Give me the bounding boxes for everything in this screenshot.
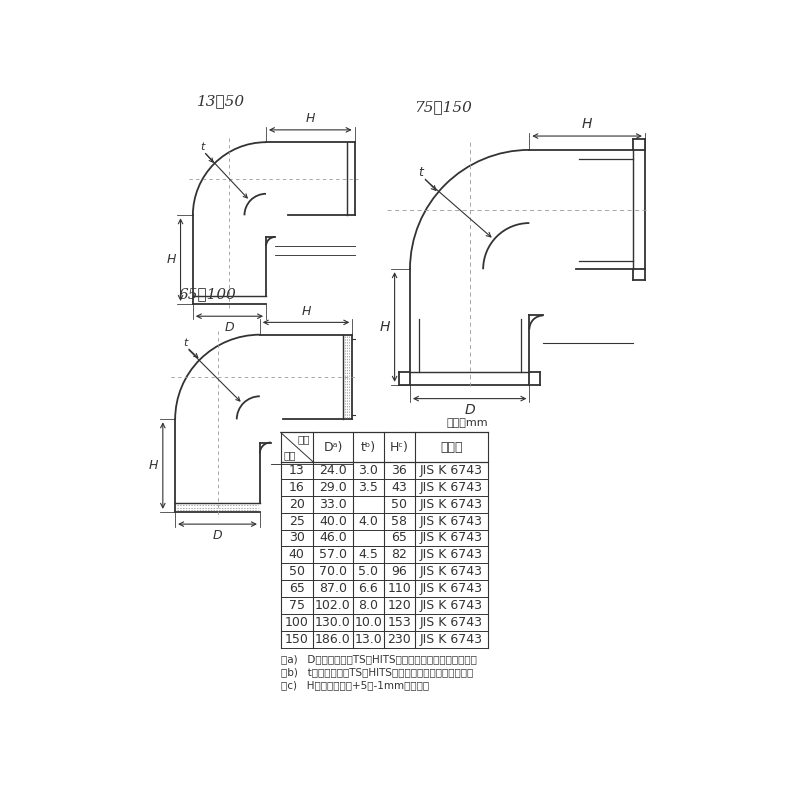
Text: JIS K 6743: JIS K 6743 — [420, 531, 482, 545]
Text: JIS K 6743: JIS K 6743 — [420, 549, 482, 562]
Text: 65: 65 — [289, 582, 305, 595]
Text: 記号: 記号 — [298, 434, 310, 445]
Text: 4.0: 4.0 — [358, 514, 378, 527]
Text: t: t — [418, 166, 423, 178]
Text: 186.0: 186.0 — [315, 633, 351, 646]
Text: D: D — [225, 321, 234, 334]
Text: 40: 40 — [289, 549, 305, 562]
Text: 96: 96 — [391, 566, 407, 578]
Text: 5.0: 5.0 — [358, 566, 378, 578]
Text: 4.5: 4.5 — [358, 549, 378, 562]
Text: 75・150: 75・150 — [414, 100, 472, 114]
Text: 40.0: 40.0 — [319, 514, 347, 527]
Text: 120: 120 — [387, 599, 411, 612]
Text: 102.0: 102.0 — [315, 599, 351, 612]
Text: t: t — [183, 338, 187, 348]
Text: H: H — [380, 320, 390, 334]
Text: 43: 43 — [391, 481, 407, 494]
Text: 規　格: 規 格 — [440, 441, 462, 454]
Text: 注b)   tの許容差は、TS・HITS継手受口共通寸法図による。: 注b) tの許容差は、TS・HITS継手受口共通寸法図による。 — [281, 667, 473, 678]
Text: JIS K 6743: JIS K 6743 — [420, 566, 482, 578]
Text: H: H — [306, 112, 315, 126]
Text: 58: 58 — [391, 514, 407, 527]
Text: JIS K 6743: JIS K 6743 — [420, 514, 482, 527]
Text: 25: 25 — [289, 514, 305, 527]
Text: 8.0: 8.0 — [358, 599, 378, 612]
Text: 33.0: 33.0 — [319, 498, 347, 510]
Text: JIS K 6743: JIS K 6743 — [420, 633, 482, 646]
Text: 100: 100 — [285, 616, 309, 629]
Text: JIS K 6743: JIS K 6743 — [420, 599, 482, 612]
Text: H: H — [582, 118, 592, 131]
Text: H: H — [149, 459, 158, 472]
Text: 87.0: 87.0 — [319, 582, 347, 595]
Text: tᵇ): tᵇ) — [361, 441, 376, 454]
Text: 36: 36 — [391, 464, 407, 477]
Text: 46.0: 46.0 — [319, 531, 347, 545]
Text: 153: 153 — [387, 616, 411, 629]
Text: 57.0: 57.0 — [319, 549, 347, 562]
Text: 230: 230 — [387, 633, 411, 646]
Text: 3.0: 3.0 — [358, 464, 378, 477]
Text: 単位：mm: 単位：mm — [446, 418, 488, 428]
Text: D: D — [213, 529, 222, 542]
Text: 注c)   Hの許容差は、+5／-1mmとする。: 注c) Hの許容差は、+5／-1mmとする。 — [281, 681, 429, 690]
Text: 13.0: 13.0 — [354, 633, 382, 646]
Text: JIS K 6743: JIS K 6743 — [420, 498, 482, 510]
Text: 30: 30 — [289, 531, 305, 545]
Text: 150: 150 — [285, 633, 309, 646]
Text: 82: 82 — [391, 549, 407, 562]
Text: 50: 50 — [289, 566, 305, 578]
Text: 16: 16 — [289, 481, 305, 494]
Text: JIS K 6743: JIS K 6743 — [420, 481, 482, 494]
Text: 65: 65 — [391, 531, 407, 545]
Text: 50: 50 — [391, 498, 407, 510]
Text: Dᵃ): Dᵃ) — [323, 441, 342, 454]
Text: 70.0: 70.0 — [319, 566, 347, 578]
Text: 13: 13 — [289, 464, 305, 477]
Text: H: H — [166, 253, 176, 266]
Text: 75: 75 — [289, 599, 305, 612]
Text: 29.0: 29.0 — [319, 481, 347, 494]
Text: D: D — [464, 403, 475, 418]
Text: JIS K 6743: JIS K 6743 — [420, 616, 482, 629]
Text: 65・100: 65・100 — [179, 286, 237, 301]
Text: 20: 20 — [289, 498, 305, 510]
Text: JIS K 6743: JIS K 6743 — [420, 582, 482, 595]
Text: 110: 110 — [387, 582, 411, 595]
Text: JIS K 6743: JIS K 6743 — [420, 464, 482, 477]
Text: 13～50: 13～50 — [197, 94, 245, 108]
Text: 130.0: 130.0 — [315, 616, 351, 629]
Text: 呼径: 呼径 — [283, 450, 296, 460]
Text: t: t — [201, 142, 205, 152]
Text: H: H — [302, 305, 310, 318]
Text: 6.6: 6.6 — [358, 582, 378, 595]
Text: 注a)   Dの許容差は、TS・HITS継手受口共通寸法図による。: 注a) Dの許容差は、TS・HITS継手受口共通寸法図による。 — [281, 654, 477, 664]
Text: 10.0: 10.0 — [354, 616, 382, 629]
Text: Hᶜ): Hᶜ) — [390, 441, 409, 454]
Text: 24.0: 24.0 — [319, 464, 347, 477]
Text: 3.5: 3.5 — [358, 481, 378, 494]
